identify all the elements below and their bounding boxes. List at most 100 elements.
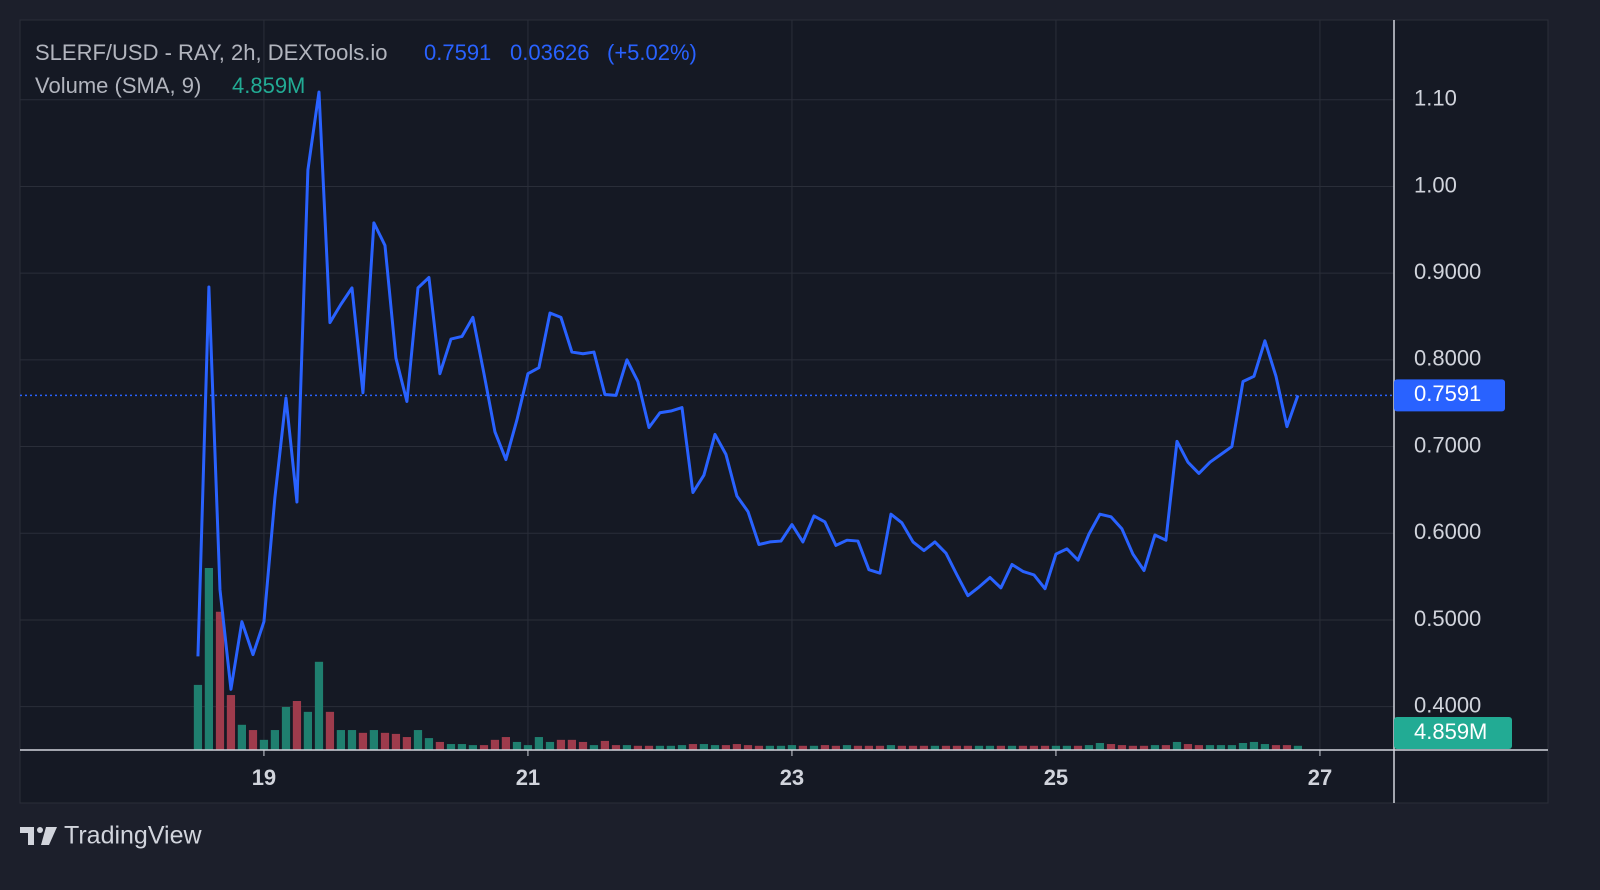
volume-sma-tag-label: 4.859M bbox=[1414, 719, 1487, 744]
volume-bar bbox=[336, 730, 346, 750]
price-line bbox=[196, 90, 1300, 691]
volume-bar bbox=[699, 744, 709, 750]
volume-bar bbox=[567, 739, 577, 750]
volume-bar bbox=[1161, 745, 1171, 750]
volume-bar bbox=[963, 745, 973, 750]
volume-pane bbox=[193, 568, 1303, 750]
volume-bar bbox=[974, 745, 984, 750]
axes: 1.10 1.00 0.9000 0.8000 0.7000 0.6000 0.5000 0.… bbox=[252, 86, 1512, 790]
volume-bar bbox=[886, 745, 896, 750]
volume-bar bbox=[1293, 745, 1303, 750]
volume-bar bbox=[391, 733, 401, 750]
volume-bar bbox=[204, 568, 214, 750]
volume-sma-legend: 4.859M bbox=[232, 73, 305, 98]
volume-bar bbox=[512, 741, 522, 750]
volume-bar bbox=[402, 737, 412, 750]
volume-bar bbox=[820, 745, 830, 750]
last-price-tag bbox=[1394, 379, 1505, 412]
volume-bar bbox=[1040, 745, 1050, 750]
y-tick-label: 0.4000 bbox=[1414, 692, 1481, 717]
y-tick-label: 0.6000 bbox=[1414, 519, 1481, 544]
volume-bar bbox=[1282, 745, 1292, 750]
volume-bar bbox=[897, 745, 907, 750]
volume-bar bbox=[1073, 745, 1083, 750]
volume-bar bbox=[622, 745, 632, 750]
volume-bar bbox=[1007, 745, 1017, 750]
volume-bar bbox=[952, 745, 962, 750]
x-tick-label: 25 bbox=[1044, 765, 1068, 790]
volume-bar bbox=[611, 745, 621, 750]
y-tick-label: 0.7000 bbox=[1414, 432, 1481, 457]
y-tick-label: 0.8000 bbox=[1414, 346, 1481, 371]
volume-bar bbox=[787, 745, 797, 750]
logo-part bbox=[41, 827, 57, 845]
volume-bar bbox=[248, 730, 258, 750]
volume-bar bbox=[798, 745, 808, 750]
volume-bar bbox=[380, 732, 390, 750]
volume-bar bbox=[578, 741, 588, 750]
x-tick-label: 21 bbox=[516, 765, 540, 790]
volume-bar bbox=[743, 745, 753, 750]
volume-bar bbox=[215, 611, 225, 750]
volume-bar bbox=[369, 730, 379, 750]
volume-bar bbox=[325, 711, 335, 750]
volume-bar bbox=[545, 741, 555, 750]
volume-bar bbox=[501, 737, 511, 750]
volume-bar bbox=[809, 745, 819, 750]
volume-bar bbox=[996, 745, 1006, 750]
volume-bar bbox=[842, 745, 852, 750]
chart-title: SLERF/USD - RAY, 2h, DEXTools.io bbox=[35, 40, 388, 65]
legend-last-price: 0.7591 bbox=[424, 40, 491, 65]
brand-name: TradingView bbox=[64, 822, 203, 850]
volume-bar bbox=[919, 745, 929, 750]
volume-bar bbox=[479, 745, 489, 750]
volume-bar bbox=[589, 745, 599, 750]
volume-bar bbox=[677, 745, 687, 750]
volume-bar bbox=[600, 740, 610, 750]
volume-bar bbox=[930, 745, 940, 750]
volume-bar bbox=[1249, 741, 1259, 750]
y-tick-label: 1.10 bbox=[1414, 86, 1457, 111]
y-tick-label: 0.9000 bbox=[1414, 259, 1481, 284]
volume-bar bbox=[688, 744, 698, 750]
volume-bar bbox=[446, 744, 456, 750]
volume-title: Volume (SMA, 9) bbox=[35, 73, 201, 98]
volume-bar bbox=[523, 745, 533, 750]
brand-logo bbox=[20, 827, 57, 845]
volume-bar bbox=[1062, 745, 1072, 750]
grid bbox=[20, 20, 1394, 750]
y-tick-label: 1.00 bbox=[1414, 172, 1457, 197]
volume-bar bbox=[1260, 744, 1270, 750]
volume-bar bbox=[1018, 745, 1028, 750]
volume-bar bbox=[1183, 744, 1193, 750]
volume-bar bbox=[358, 732, 368, 750]
volume-bar bbox=[270, 730, 280, 750]
logo-part bbox=[20, 827, 34, 845]
price-pane bbox=[20, 90, 1394, 691]
volume-bar bbox=[1117, 745, 1127, 750]
volume-bar bbox=[413, 730, 423, 750]
volume-bar bbox=[941, 745, 951, 750]
volume-bar bbox=[347, 730, 357, 750]
volume-bar bbox=[633, 745, 643, 750]
volume-bar bbox=[1128, 745, 1138, 750]
volume-bar bbox=[237, 724, 247, 750]
volume-bar bbox=[1227, 745, 1237, 750]
volume-bar bbox=[1172, 741, 1182, 750]
volume-bar bbox=[259, 739, 269, 750]
volume-bar bbox=[831, 745, 841, 750]
volume-bar bbox=[875, 745, 885, 750]
legend-change: 0.03626 bbox=[510, 40, 590, 65]
volume-bar bbox=[292, 701, 302, 750]
volume-bar bbox=[314, 661, 324, 750]
logo-part bbox=[37, 827, 43, 833]
last-price-tag-label: 0.7591 bbox=[1414, 381, 1481, 406]
y-tick-label: 0.5000 bbox=[1414, 606, 1481, 631]
volume-sma-tag bbox=[1394, 716, 1512, 749]
x-tick-label: 19 bbox=[252, 765, 276, 790]
volume-bar bbox=[710, 745, 720, 750]
volume-bar bbox=[853, 745, 863, 750]
volume-bar bbox=[1205, 745, 1215, 750]
x-tick-label: 27 bbox=[1308, 765, 1332, 790]
